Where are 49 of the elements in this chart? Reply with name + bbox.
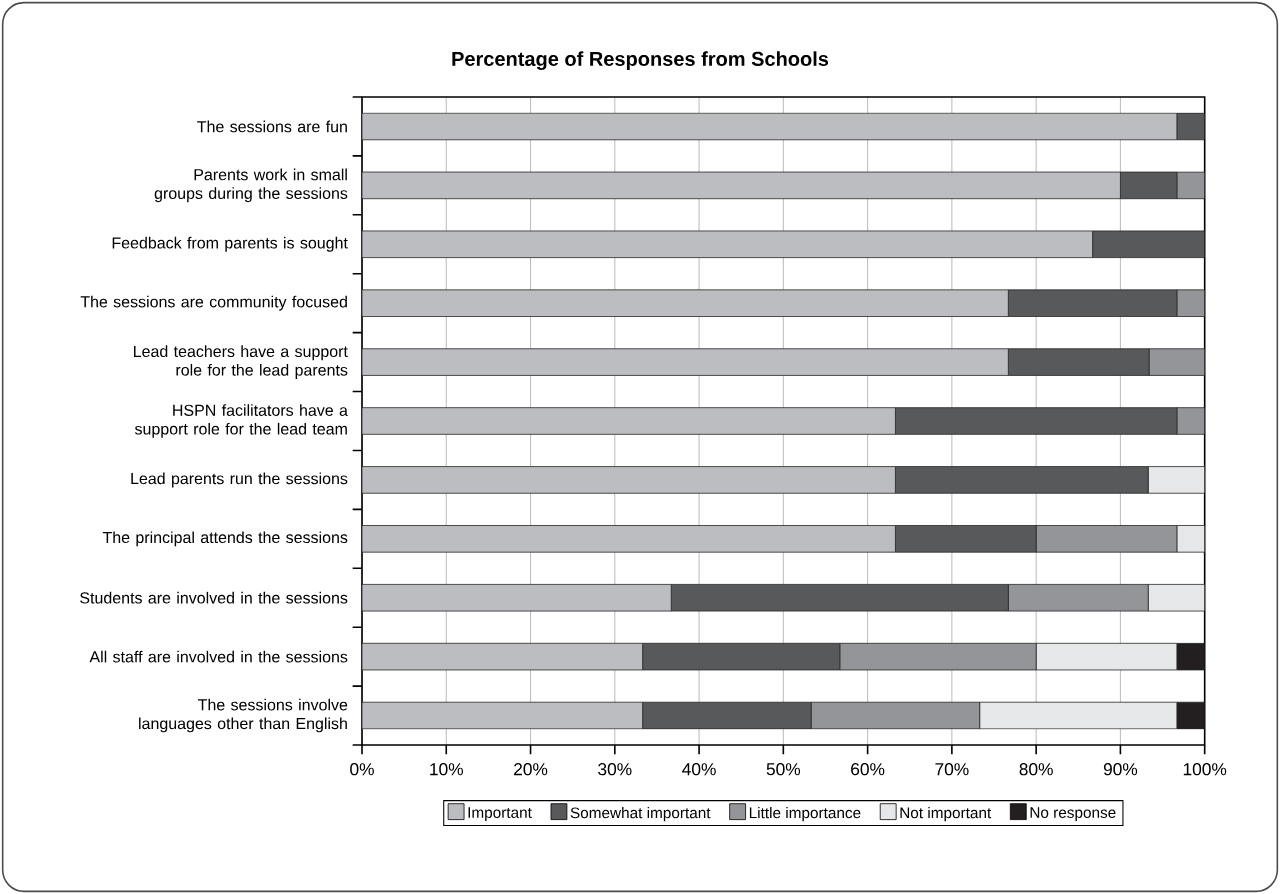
bar bbox=[1147, 466, 1205, 494]
bar bbox=[895, 466, 1149, 494]
bar bbox=[1176, 407, 1205, 435]
legend-label: Somewhat important bbox=[570, 807, 711, 822]
bar bbox=[1092, 230, 1205, 259]
bar bbox=[670, 584, 1009, 612]
x-tick-label: 90% bbox=[1103, 763, 1138, 776]
bar bbox=[839, 642, 1037, 671]
x-tick-label: 100% bbox=[1183, 763, 1227, 776]
x-tick-label: 60% bbox=[851, 763, 885, 776]
y-tick-label: All staff are involved in the sessions bbox=[89, 650, 348, 663]
legend-label: Little importance bbox=[749, 807, 861, 822]
y-tick-label: The principal attends the sessions bbox=[102, 531, 348, 547]
chart-title: Percentage of Responses from Schools bbox=[452, 51, 829, 71]
legend-label: Important bbox=[468, 807, 532, 822]
bar bbox=[642, 701, 812, 730]
bar bbox=[1035, 525, 1178, 553]
x-tick-label: 0% bbox=[350, 763, 374, 776]
bar bbox=[1148, 348, 1205, 376]
y-tick-label: The sessions are fun bbox=[197, 120, 347, 133]
y-tick-label: HSPN facilitators have a support role for the lead team bbox=[134, 404, 348, 438]
bar bbox=[895, 407, 1178, 435]
bar bbox=[1007, 584, 1149, 612]
x-tick-label: 40% bbox=[682, 763, 716, 776]
x-tick-label: 70% bbox=[935, 763, 969, 776]
bar bbox=[1120, 171, 1178, 200]
y-tick-label: The sessions involve languages other than English bbox=[139, 698, 348, 733]
bar bbox=[979, 701, 1178, 730]
bar bbox=[1147, 584, 1205, 612]
x-tick-label: 80% bbox=[1019, 763, 1053, 776]
x-tick-label: 50% bbox=[766, 763, 801, 776]
legend-label: No response bbox=[1030, 807, 1116, 822]
y-tick-label: Lead parents run the sessions bbox=[131, 472, 348, 488]
bar bbox=[1007, 289, 1178, 317]
x-tick-label: 30% bbox=[598, 763, 632, 776]
bar bbox=[810, 701, 981, 730]
legend-label: Not important bbox=[900, 807, 992, 822]
y-tick-label: Parents work in small groups during the sessions bbox=[154, 168, 348, 203]
x-tick-label: 10% bbox=[430, 763, 464, 776]
bar bbox=[1035, 642, 1178, 671]
y-tick-label: Feedback from parents is sought bbox=[112, 236, 348, 252]
bar bbox=[1176, 525, 1205, 553]
bar bbox=[642, 642, 841, 671]
y-tick-label: The sessions are community focused bbox=[80, 295, 347, 311]
x-tick-label: 20% bbox=[514, 763, 548, 776]
y-tick-label: Lead teachers have a support role for the lead parents bbox=[134, 345, 348, 379]
bar bbox=[895, 525, 1037, 553]
y-tick-label: Students are involved in the sessions bbox=[80, 591, 348, 604]
bar bbox=[1007, 348, 1150, 376]
